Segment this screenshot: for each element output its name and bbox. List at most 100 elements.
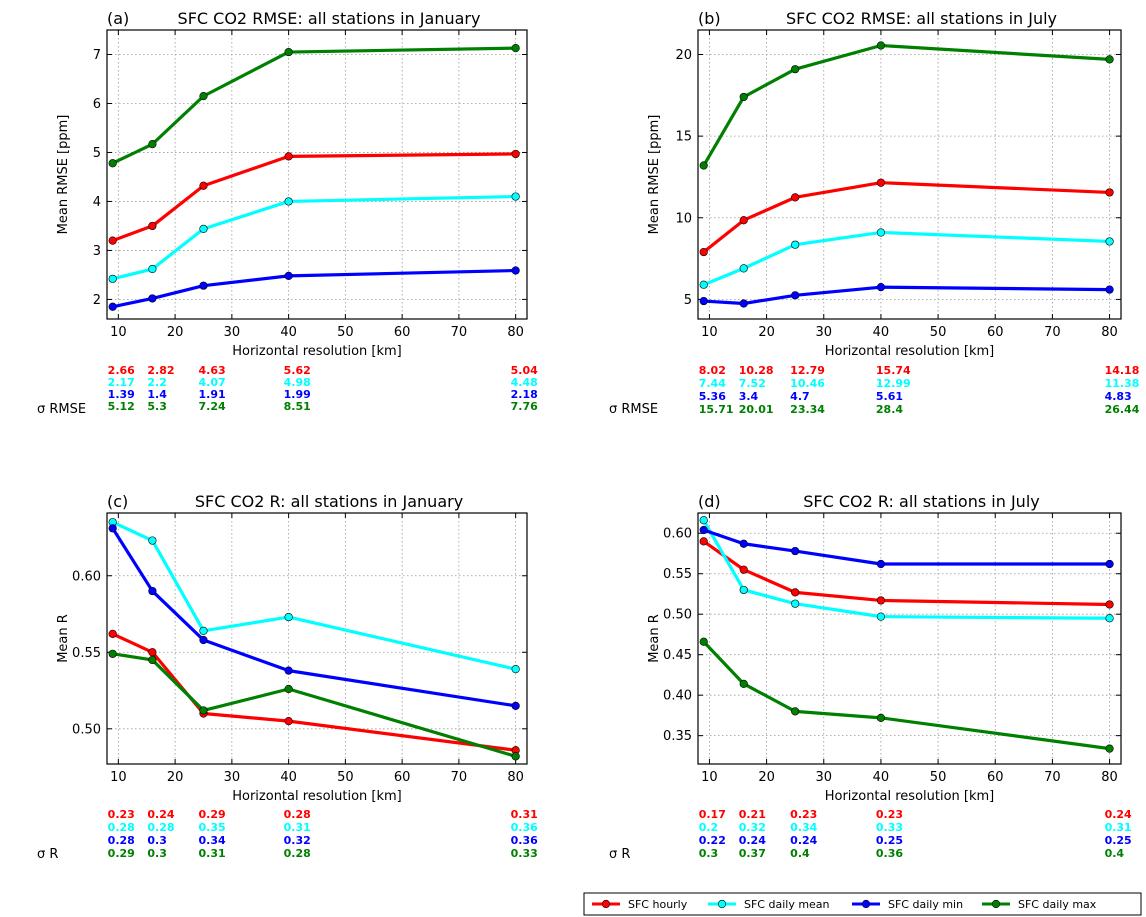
data-point [199, 181, 208, 190]
sigma-value: 5.3 [147, 400, 167, 413]
sigma-value: 20.01 [739, 403, 774, 416]
data-point [1105, 237, 1114, 246]
sigma-value: 0.22 [699, 834, 726, 847]
series-line [703, 285, 1110, 306]
sigma-value: 0.25 [876, 834, 903, 847]
sigma-value: 2.2 [147, 376, 167, 389]
data-point [511, 701, 520, 710]
series-sfc-daily-min [699, 525, 1114, 569]
sigma-value: 8.51 [284, 400, 311, 413]
sigma-value: 14.18 [1105, 364, 1140, 377]
sigma-value: 10.46 [790, 377, 825, 390]
data-point [699, 296, 708, 306]
chart-panel-a: 10 20 30 40 50 60 70 80 2 3 4 5 6 7 Horizontal resolut… [37, 9, 538, 417]
data-point [284, 271, 293, 280]
sigma-value: 1.99 [284, 388, 311, 401]
sigma-value: 4.48 [511, 376, 538, 389]
sigma-stats: 0.17 0.21 0.23 0.23 0.240.2 0.32 0.34 0.33 0.310… [609, 808, 1132, 862]
data-point [876, 41, 886, 50]
sigma-value: 0.23 [790, 808, 817, 821]
data-point [199, 706, 208, 715]
series-sfc-hourly [699, 178, 1114, 257]
data-point [791, 240, 800, 249]
series-line [112, 632, 516, 752]
sigma-value: 26.44 [1105, 403, 1140, 416]
y-tick-label: 0.50 [72, 722, 101, 737]
sigma-value: 0.24 [790, 834, 817, 847]
x-tick-label: 70 [1044, 325, 1061, 340]
series-sfc-daily-min [108, 266, 520, 311]
sigma-value: 0.23 [108, 808, 135, 821]
sigma-value: 1.91 [198, 388, 225, 401]
x-tick-label: 20 [758, 325, 775, 340]
data-point [791, 193, 800, 202]
sigma-value: 4.63 [198, 364, 225, 377]
data-point [108, 274, 117, 283]
sigma-stats: 0.23 0.24 0.29 0.28 0.310.28 0.28 0.35 0.31 0.36… [37, 808, 538, 862]
data-point [739, 216, 748, 225]
data-point [876, 713, 886, 722]
data-point [739, 92, 748, 102]
sigma-value: 0.31 [1105, 821, 1132, 834]
x-tick-label: 80 [507, 325, 524, 340]
sigma-value: 4.07 [198, 376, 225, 389]
x-tick-label: 40 [873, 770, 890, 785]
data-point [284, 612, 293, 622]
sigma-value: 7.44 [699, 377, 726, 390]
legend-entry: SFC daily mean [708, 898, 830, 911]
data-point [791, 291, 800, 300]
data-point [876, 228, 886, 237]
series-line [702, 181, 1110, 254]
series-line [703, 230, 1110, 287]
panel-title: SFC CO2 R: all stations in January [195, 492, 463, 511]
data-point [108, 159, 117, 168]
sigma-value: 0.32 [739, 821, 766, 834]
series-sfc-daily-max [699, 41, 1114, 170]
data-point [699, 637, 708, 646]
plot-frame [106, 512, 528, 765]
data-point [284, 47, 293, 57]
sigma-value: 0.28 [284, 808, 311, 821]
data-point [148, 586, 157, 596]
y-tick-label: 20 [675, 48, 692, 63]
x-tick-label: 80 [507, 770, 524, 785]
legend-entry: SFC daily max [982, 898, 1097, 911]
sigma-value: 0.36 [511, 834, 538, 847]
sigma-label: σ RMSE [37, 402, 86, 417]
legend-entry: SFC daily min [852, 898, 963, 911]
x-axis-label: Horizontal resolution [km] [825, 344, 995, 359]
x-axis-label: Horizontal resolution [km] [232, 344, 402, 359]
x-tick-label: 10 [701, 325, 718, 340]
y-tick-label: 0.35 [663, 729, 692, 744]
sigma-value: 0.29 [108, 847, 135, 860]
y-axis-label: Mean R [56, 614, 71, 663]
data-point [284, 197, 293, 206]
data-point [876, 612, 886, 621]
series-line [702, 43, 1110, 167]
series-sfc-daily-mean [699, 516, 1114, 623]
gridlines [698, 30, 1121, 319]
data-point [699, 537, 708, 546]
data-point [876, 559, 886, 569]
data-point [284, 666, 293, 675]
sigma-value: 0.25 [1105, 834, 1132, 847]
sigma-value: 4.7 [790, 390, 810, 403]
plot-frame [106, 29, 528, 320]
data-point [876, 283, 886, 292]
sigma-value: 5.04 [511, 364, 538, 377]
series-sfc-daily-max [108, 649, 520, 761]
data-point [148, 264, 157, 274]
data-point [791, 65, 800, 74]
x-tick-label: 20 [167, 770, 184, 785]
sigma-stats: 8.02 10.28 12.79 15.74 14.18 7.44 7.52 10.46 12.… [609, 364, 1140, 417]
x-tick-label: 20 [167, 325, 184, 340]
sigma-value: 0.32 [284, 834, 311, 847]
x-tick-label: 30 [224, 325, 241, 340]
data-point [511, 149, 520, 159]
sigma-value: 0.24 [1105, 808, 1132, 821]
x-tick-label: 40 [873, 325, 890, 340]
sigma-value: 0.28 [284, 847, 311, 860]
y-axis-label: Mean R [647, 614, 662, 663]
sigma-label: σ R [37, 847, 58, 862]
panel-letter: (a) [107, 9, 129, 28]
